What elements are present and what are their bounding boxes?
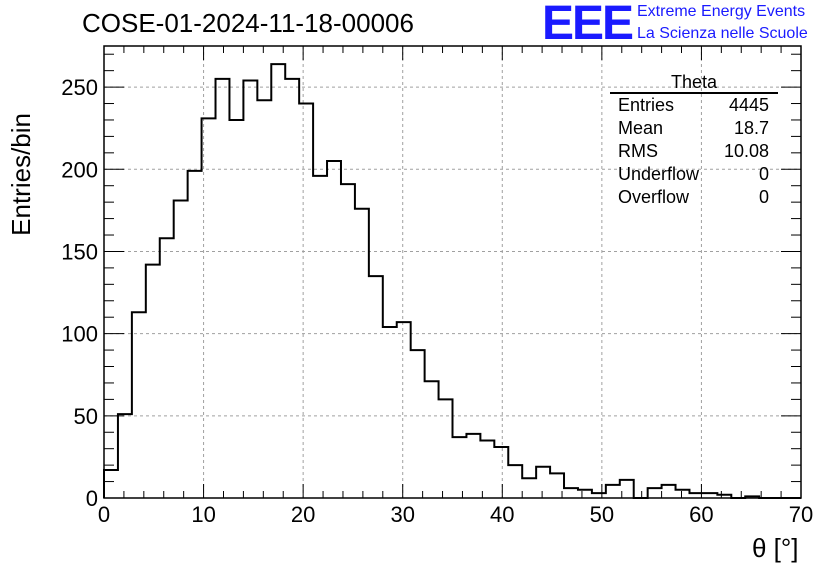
histogram-bin [243,81,257,498]
histogram-bin [466,434,480,498]
x-tick-label: 40 [490,502,514,527]
x-tick-label: 0 [98,502,110,527]
y-tick-label: 250 [61,75,98,100]
histogram-bin [229,120,243,498]
stats-value: 10.08 [723,141,769,161]
histogram-bin [439,399,453,498]
histogram-bin [271,64,285,498]
stats-value: 4445 [728,95,769,115]
org-name-line2: La Scienza nelle Scuole [637,25,808,42]
stats-box: Theta Entries 4445 Mean 18.7 RMS 10.08 Unde… [610,72,778,209]
histogram-bin [397,322,411,498]
histogram-bin [425,381,439,498]
x-tick-label: 30 [390,502,414,527]
histogram-bin [216,79,230,498]
stats-row-overflow: Overflow 0 [610,186,778,209]
histogram-bin [160,238,174,498]
stats-label: Overflow [618,187,690,207]
histogram-bin [188,171,202,498]
histogram-bin [341,184,355,498]
x-tick-label: 20 [291,502,315,527]
stats-label: RMS [618,141,658,161]
eee-logo: EEE [542,0,634,50]
stats-row-underflow: Underflow 0 [610,163,778,186]
x-tick-label: 60 [689,502,713,527]
stats-value: 0 [758,187,769,207]
histogram-bin [202,118,216,498]
y-axis-label-wrap: Entries/bin [6,113,36,236]
histogram-series [103,63,801,499]
histogram-bin [383,327,397,498]
x-tick-label: 50 [590,502,614,527]
histogram-bin [174,201,188,498]
histogram-bin [146,265,160,498]
histogram-bin [564,488,578,498]
histogram-bin [299,104,313,498]
stats-label: Mean [618,118,664,138]
histogram-bin [536,467,550,498]
histogram-bin [104,470,118,498]
stats-row-entries: Entries 4445 [610,94,778,117]
x-tick-label: 70 [789,502,813,527]
histogram-bin [662,485,676,498]
plot-frame [103,45,802,499]
stats-row-rms: RMS 10.08 [610,140,778,163]
histogram-bin [578,490,592,498]
histogram-bin [648,488,662,498]
chart-title: COSE-01-2024-11-18-00006 [82,8,414,38]
histogram-bin [257,100,271,498]
y-tick-label: 100 [61,322,98,347]
histogram-bin [494,447,508,498]
histogram-bin [606,485,620,498]
x-tick-label: 10 [191,502,215,527]
histogram-bin [676,490,690,498]
histogram-bin [453,437,467,498]
stats-label: Entries [618,95,675,115]
x-axis-label: θ [°] [752,533,799,563]
stats-value: 0 [758,164,769,184]
y-tick-label: 50 [74,404,98,429]
histogram-bin [313,176,327,498]
histogram-bin [508,465,522,498]
histogram-bin [411,350,425,498]
histogram-bin [327,161,341,498]
org-name-line1: Extreme Energy Events [637,3,806,20]
histogram-bin [369,276,383,498]
y-tick-label: 150 [61,239,98,264]
y-tick-label: 0 [86,486,98,511]
stats-label: Underflow [618,164,700,184]
stats-value: 18.7 [733,118,769,138]
histogram-bin [118,414,132,498]
y-tick-label: 200 [61,157,98,182]
histogram-bin [480,440,494,498]
histogram-bin [132,312,146,498]
histogram-bin [522,478,536,498]
histogram-bin [285,79,299,498]
histogram-line [103,63,801,499]
stats-title: Theta [610,72,778,94]
y-axis-label: Entries/bin [6,113,36,236]
axis-ticks [103,46,802,499]
axis-tick-labels: 0 10 20 30 40 50 60 70 0 50 100 150 200 250 [61,75,813,527]
stats-row-mean: Mean 18.7 [610,117,778,140]
histogram-bin [355,209,369,498]
